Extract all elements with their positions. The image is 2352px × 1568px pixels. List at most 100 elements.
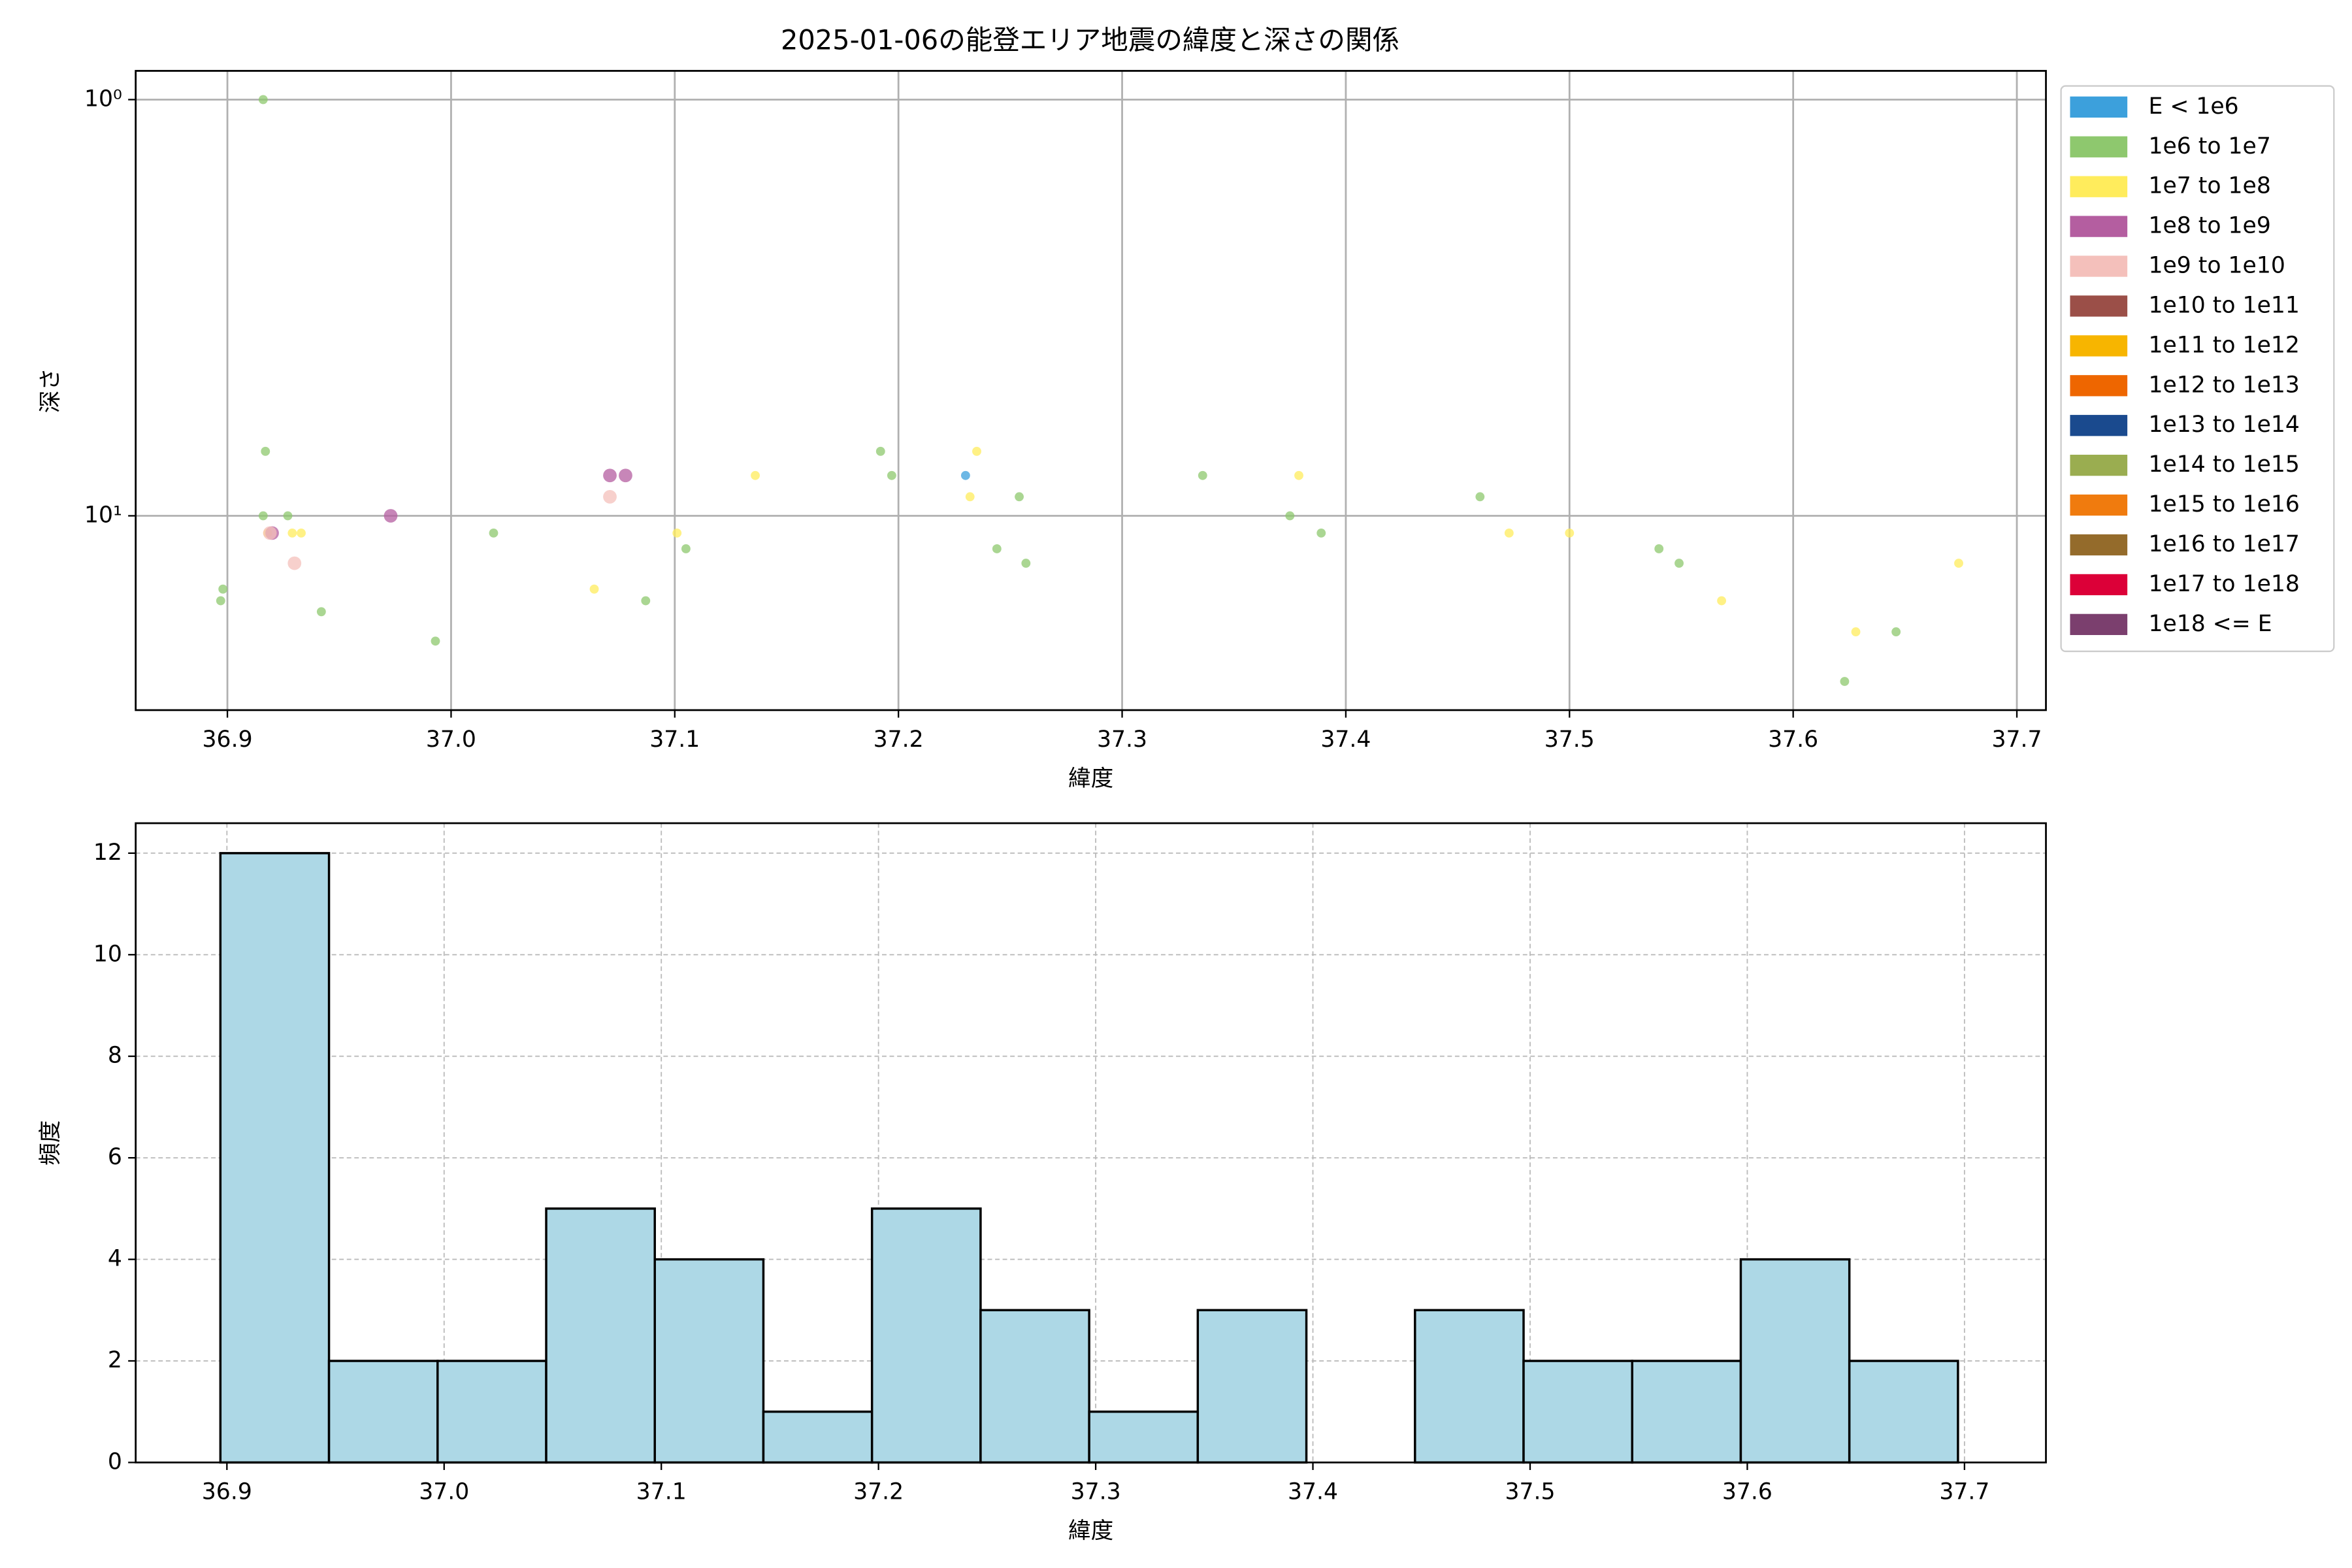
bar [1631, 1360, 1742, 1464]
point [1891, 627, 1901, 637]
point [1294, 470, 1303, 480]
bar [1522, 1360, 1633, 1464]
x-tick-label: 37.5 [1544, 727, 1595, 753]
legend-swatch [2070, 335, 2128, 357]
point [1654, 544, 1664, 553]
legend-label: 1e10 to 1e11 [2148, 292, 2299, 318]
point [641, 596, 651, 606]
legend-swatch [2070, 415, 2128, 436]
legend-swatch [2070, 375, 2128, 397]
bar [870, 1207, 982, 1464]
legend-swatch [2070, 534, 2128, 556]
legend-box [2060, 85, 2335, 653]
point [218, 584, 228, 594]
y-tick-label: 8 [108, 1043, 122, 1069]
point [1285, 511, 1295, 521]
y-axis-label: 頻度 [37, 1120, 63, 1166]
point [1674, 559, 1684, 568]
point [1851, 627, 1861, 637]
point [681, 544, 691, 553]
y-tick-label: 10⁰ [84, 86, 122, 112]
bar [1739, 1258, 1851, 1464]
y-tick-label: 0 [108, 1448, 122, 1475]
point [1198, 470, 1207, 480]
point [216, 596, 225, 606]
legend-swatch [2070, 96, 2128, 118]
x-tick-label: 37.7 [1991, 727, 2042, 753]
point [603, 489, 617, 504]
point [1954, 559, 1963, 568]
point [297, 528, 306, 538]
point [972, 446, 981, 456]
legend-label: 1e9 to 1e10 [2148, 253, 2285, 279]
x-tick-label: 37.3 [1097, 727, 1147, 753]
point [1316, 528, 1326, 538]
point [263, 526, 277, 540]
x-tick-label: 36.9 [203, 727, 253, 753]
bar [1088, 1411, 1200, 1464]
bar [436, 1360, 547, 1464]
point [1840, 677, 1850, 686]
point [1475, 492, 1485, 502]
legend-label: 1e18 <= E [2148, 611, 2272, 637]
bar [1196, 1309, 1308, 1464]
point [619, 468, 632, 483]
bar [762, 1411, 874, 1464]
bar [219, 852, 331, 1464]
point [384, 509, 398, 523]
point [1015, 492, 1024, 502]
y-tick-label: 6 [108, 1144, 122, 1170]
legend-swatch [2070, 176, 2128, 197]
x-tick-label: 37.0 [419, 1479, 469, 1505]
y-tick-label: 10¹ [84, 502, 122, 529]
x-tick-label: 37.3 [1071, 1479, 1121, 1505]
x-axis-label: 緯度 [1068, 766, 1113, 792]
point [960, 470, 970, 480]
x-tick-label: 37.2 [874, 727, 924, 753]
point [258, 95, 268, 105]
legend-swatch [2070, 295, 2128, 317]
x-tick-label: 37.1 [649, 727, 700, 753]
y-tick-label: 12 [93, 840, 122, 866]
point [887, 470, 896, 480]
x-tick-label: 37.4 [1288, 1479, 1338, 1505]
legend-label: E < 1e6 [2148, 93, 2238, 120]
x-tick-label: 37.4 [1320, 727, 1371, 753]
bar [327, 1360, 439, 1464]
y-tick-label: 4 [108, 1246, 122, 1272]
legend-swatch [2070, 574, 2128, 596]
bar [653, 1258, 765, 1464]
bar [1848, 1360, 1959, 1464]
x-tick-label: 37.1 [636, 1479, 687, 1505]
plot-frame [135, 822, 2047, 1463]
point [287, 528, 297, 538]
legend-swatch [2070, 216, 2128, 237]
legend-label: 1e12 to 1e13 [2148, 372, 2299, 398]
bar [979, 1309, 1090, 1464]
point [287, 556, 302, 570]
legend-label: 1e11 to 1e12 [2148, 332, 2299, 358]
legend-swatch [2070, 455, 2128, 476]
x-tick-label: 37.6 [1768, 727, 1818, 753]
point [603, 468, 617, 483]
x-tick-label: 36.9 [202, 1479, 252, 1505]
legend-label: 1e8 to 1e9 [2148, 213, 2270, 239]
x-axis-label: 緯度 [1068, 1518, 1113, 1544]
legend-label: 1e6 to 1e7 [2148, 133, 2270, 159]
point [1717, 596, 1727, 606]
point [875, 446, 885, 456]
x-tick-label: 37.6 [1722, 1479, 1772, 1505]
point [751, 470, 760, 480]
chart-title: 2025-01-06の能登エリア地震の緯度と深さの関係 [781, 24, 1399, 56]
y-tick-label: 2 [108, 1347, 122, 1373]
legend-swatch [2070, 255, 2128, 277]
x-tick-label: 37.2 [853, 1479, 904, 1505]
legend-label: 1e14 to 1e15 [2148, 451, 2299, 478]
legend-label: 1e15 to 1e16 [2148, 491, 2299, 517]
legend-swatch [2070, 136, 2128, 157]
point [965, 492, 975, 502]
x-tick-label: 37.5 [1505, 1479, 1555, 1505]
point [489, 528, 498, 538]
point [992, 544, 1002, 553]
